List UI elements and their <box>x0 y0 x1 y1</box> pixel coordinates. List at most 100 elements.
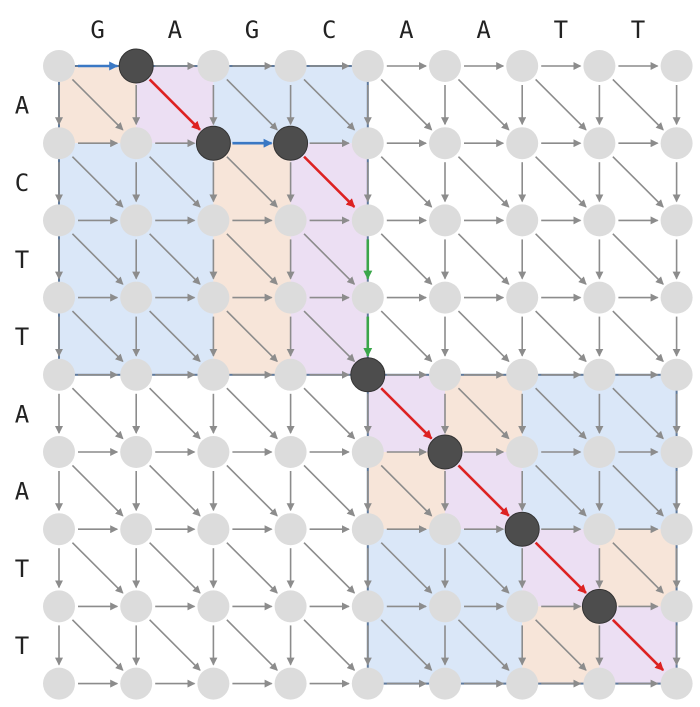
diagonal-edge <box>226 619 278 671</box>
path-node <box>427 434 463 470</box>
grid-node <box>43 127 75 160</box>
diagonal-edge <box>457 156 510 208</box>
diagonal-edge <box>457 233 510 285</box>
diagonal-edge <box>535 156 587 208</box>
diagonal-edge <box>71 542 124 594</box>
diagonal-path-edge <box>457 464 510 517</box>
left-sequence-letter: T <box>15 246 29 274</box>
left-sequence-letter: T <box>15 555 29 583</box>
grid-node <box>429 358 461 391</box>
grid-node <box>120 590 153 623</box>
grid-node <box>583 281 616 314</box>
grid-node <box>197 590 230 623</box>
diagonal-edge <box>303 310 356 363</box>
grid-node <box>583 204 616 237</box>
left-sequence-letter: A <box>15 400 30 428</box>
diagonal-edge <box>71 464 124 517</box>
diagonal-edge <box>535 464 587 517</box>
diagonal-edge <box>149 387 201 440</box>
alignment-path-layer <box>78 61 665 672</box>
diagonal-path-edge <box>303 155 356 208</box>
diagonal-edge <box>71 619 124 671</box>
path-node <box>118 48 154 84</box>
diagonal-edge <box>71 233 124 285</box>
grid-node <box>274 513 307 546</box>
diagonal-edge <box>226 310 278 363</box>
grid-node <box>506 590 539 623</box>
grid-node <box>583 667 616 700</box>
diagonal-edge <box>457 78 510 131</box>
grid-node <box>197 204 230 237</box>
diagonal-edge <box>71 310 124 363</box>
diagonal-edge <box>149 310 201 363</box>
grid-node <box>43 436 75 468</box>
diagonal-edge <box>457 387 510 440</box>
path-node <box>581 588 617 624</box>
grid-node <box>506 204 539 237</box>
diagonal-path-edge <box>380 387 433 440</box>
diagonal-edge <box>149 464 201 517</box>
grid-node <box>429 204 461 237</box>
diagonal-edge <box>71 78 124 131</box>
grid-node <box>506 358 539 391</box>
path-node <box>195 125 231 161</box>
diagonal-edge <box>612 156 664 208</box>
grid-node <box>506 667 539 700</box>
grid-node <box>660 513 693 546</box>
top-sequence-letter: T <box>631 16 645 44</box>
diagonal-edge <box>303 542 356 594</box>
diagonal-edge <box>535 78 587 131</box>
grid-node <box>660 436 693 468</box>
grid-node <box>197 667 230 700</box>
grid-node <box>43 590 75 623</box>
grid-node <box>429 50 461 82</box>
grid-edges-layer <box>55 62 681 688</box>
diagonal-edge <box>303 619 356 671</box>
path-node <box>350 357 386 393</box>
diagonal-edge <box>380 619 433 671</box>
grid-node <box>429 590 461 623</box>
diagonal-edge <box>303 464 356 517</box>
diagonal-edge <box>71 387 124 440</box>
grid-node <box>660 50 693 82</box>
grid-node <box>274 590 307 623</box>
grid-node <box>351 513 384 546</box>
left-sequence-letter: A <box>15 92 30 120</box>
top-sequence-letter: G <box>90 16 104 44</box>
diagonal-edge <box>303 233 356 285</box>
grid-node <box>120 127 153 160</box>
top-sequence-letter: A <box>168 16 183 44</box>
grid-node <box>660 667 693 700</box>
grid-node <box>43 358 75 391</box>
top-sequence-letter: G <box>245 16 259 44</box>
grid-node <box>660 590 693 623</box>
diagonal-edge <box>380 78 433 131</box>
diagonal-edge <box>303 387 356 440</box>
diagonal-edge <box>535 310 587 363</box>
diagonal-edge <box>612 542 664 594</box>
grid-node <box>660 204 693 237</box>
grid-node <box>274 281 307 314</box>
grid-node <box>274 204 307 237</box>
grid-node <box>583 436 616 468</box>
left-sequence-letter: A <box>15 478 30 506</box>
grid-node <box>197 50 230 82</box>
grid-node <box>351 436 384 468</box>
grid-node <box>197 358 230 391</box>
grid-node <box>351 50 384 82</box>
grid-node <box>506 436 539 468</box>
top-sequence-letter: T <box>554 16 568 44</box>
grid-node <box>43 204 75 237</box>
grid-node <box>43 50 75 82</box>
diagonal-edge <box>380 464 433 517</box>
grid-node <box>274 436 307 468</box>
diagonal-edge <box>535 233 587 285</box>
left-sequence-letter: C <box>15 169 29 197</box>
left-sequence-letter: T <box>15 632 29 660</box>
grid-node <box>120 513 153 546</box>
diagonal-edge <box>380 542 433 594</box>
diagonal-edge <box>303 78 356 131</box>
grid-node <box>429 281 461 314</box>
diagonal-edge <box>149 542 201 594</box>
